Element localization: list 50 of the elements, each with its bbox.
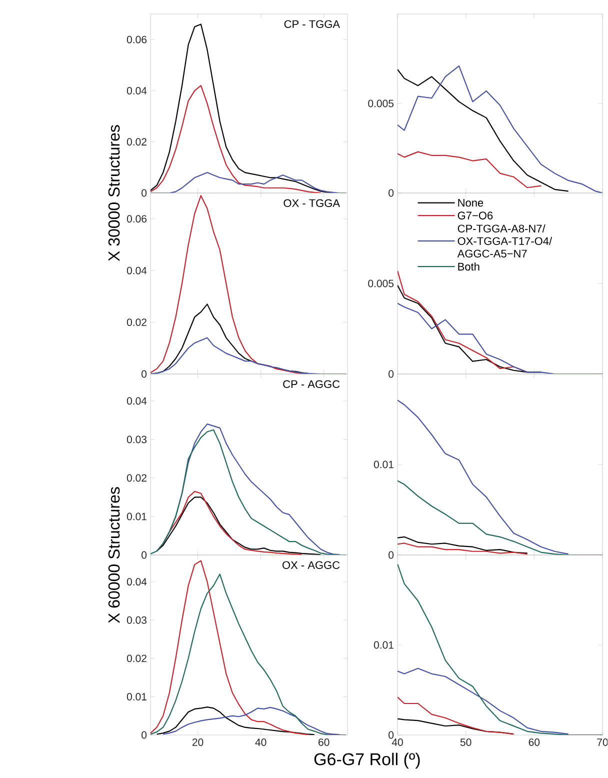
line-series: [398, 400, 570, 555]
x-tick-label: 20: [192, 738, 204, 746]
y-tick-label: 0.01: [374, 460, 394, 468]
line-series: [398, 696, 514, 735]
line-series: [398, 668, 570, 735]
line-series: [398, 536, 528, 554]
annotation: OX - TGGA: [284, 199, 340, 208]
y-tick-label: 0.04: [127, 86, 147, 94]
y-tick-label: 0.02: [127, 474, 147, 482]
y-tick-label: 0.03: [127, 616, 147, 624]
annotation: CP - TGGA: [284, 20, 340, 28]
x-tick-label: 40: [255, 738, 266, 746]
y-axis-title: X 60000 Structures: [108, 487, 120, 624]
y-tick-label: 0.01: [127, 512, 147, 520]
y-tick-label: 0.02: [127, 318, 147, 326]
y-tick-label: 0.04: [127, 266, 147, 274]
y-tick-label: 0.005: [368, 280, 394, 288]
line-series: [398, 542, 528, 555]
y-tick-label: 0: [142, 370, 147, 378]
y-tick-label: 0.01: [127, 692, 147, 700]
y-tick-label: 0.02: [127, 138, 147, 146]
y-tick-label: 0: [142, 551, 147, 559]
y-tick-label: 0: [142, 189, 147, 197]
x-tick-label: 60: [318, 738, 330, 746]
y-tick-label: 0: [142, 731, 147, 739]
y-tick-label: 0: [388, 731, 394, 739]
y-tick-label: 0: [388, 189, 394, 197]
y-tick-label: 0.01: [374, 641, 394, 649]
y-tick-label: 0.06: [127, 36, 147, 44]
x-tick-label: 40: [392, 738, 404, 746]
y-tick-label: 0: [388, 551, 394, 559]
legend-label: None: [458, 198, 484, 207]
y-tick-label: 0.06: [127, 215, 147, 223]
x-tick-label: 60: [529, 738, 540, 746]
legend-label: G7−O6: [458, 212, 493, 220]
y-tick-label: 0.04: [127, 578, 147, 586]
y-tick-label: 0: [388, 370, 394, 378]
line-series: [398, 68, 570, 192]
legend-label: CP-TGGA-A8-N7/OX-TGGA-T17-O4/AGGC-A5−N7: [458, 224, 552, 258]
annotation: CP - AGGC: [283, 380, 340, 388]
y-tick-label: 0.02: [127, 654, 147, 662]
y-axis-title: X 30000 Structures: [108, 125, 120, 262]
x-axis-title: G6-G7 Roll (º): [314, 752, 420, 769]
annotation: OX - AGGC: [282, 561, 340, 570]
legend-label: Both: [458, 262, 480, 271]
line-series: [398, 151, 542, 188]
x-tick-label: 50: [460, 738, 472, 746]
y-tick-label: 0.005: [368, 100, 394, 108]
y-tick-label: 0.03: [127, 436, 147, 444]
y-tick-label: 0.04: [127, 397, 147, 405]
